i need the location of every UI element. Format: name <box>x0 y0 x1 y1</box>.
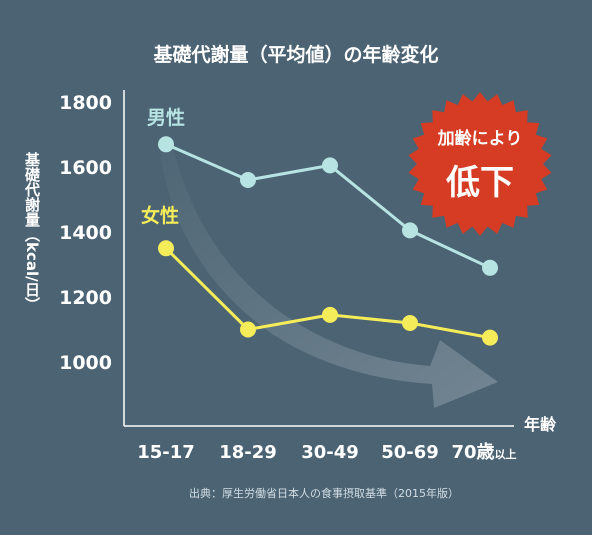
data-point <box>402 315 418 331</box>
data-point <box>322 157 338 174</box>
series-points <box>158 136 498 346</box>
data-point <box>482 259 498 276</box>
x-tick-label: 50-69 <box>381 442 439 463</box>
y-tick-label: 1800 <box>59 92 112 114</box>
badge-line2: 低下 <box>446 163 514 203</box>
x-axis-label: 年齢 <box>524 415 557 434</box>
decrease-arrow-icon <box>160 144 498 408</box>
series-label: 男性 <box>147 106 185 129</box>
x-tick-note: 以上 <box>495 447 517 461</box>
y-tick-label: 1400 <box>59 222 112 244</box>
series-label: 女性 <box>141 204 179 227</box>
decline-badge: 加齢により 低下 <box>408 92 552 236</box>
source-note: 出典：厚生労働省日本人の食事摂取基準（2015年版） <box>189 486 459 500</box>
y-tick-label: 1200 <box>59 287 112 309</box>
y-tick-labels: 1800 1600 1400 1200 1000 <box>59 92 112 374</box>
chart-title: 基礎代謝量（平均値）の年齢変化 <box>152 43 438 66</box>
badge-line1: 加齢により <box>437 128 523 149</box>
data-point <box>240 321 256 338</box>
x-tick-unit: 歳 <box>477 442 495 463</box>
x-tick-label: 70歳以上 <box>451 442 516 463</box>
y-tick-label: 1000 <box>59 352 112 374</box>
x-tick-label: 18-29 <box>219 442 277 463</box>
data-point <box>402 222 418 239</box>
x-tick-label: 15-17 <box>137 442 195 463</box>
data-point <box>240 172 256 188</box>
x-tick-labels: 15-17 18-29 30-49 50-69 70歳以上 <box>137 442 516 463</box>
y-tick-label: 1600 <box>59 157 112 179</box>
data-point <box>158 136 174 153</box>
data-point <box>158 240 174 257</box>
data-point <box>322 306 338 323</box>
y-axis-label: 基礎代謝量（kcal/日） <box>23 151 41 311</box>
data-point <box>482 329 498 346</box>
badge-starburst <box>408 92 552 236</box>
x-tick-label: 30-49 <box>301 442 359 463</box>
